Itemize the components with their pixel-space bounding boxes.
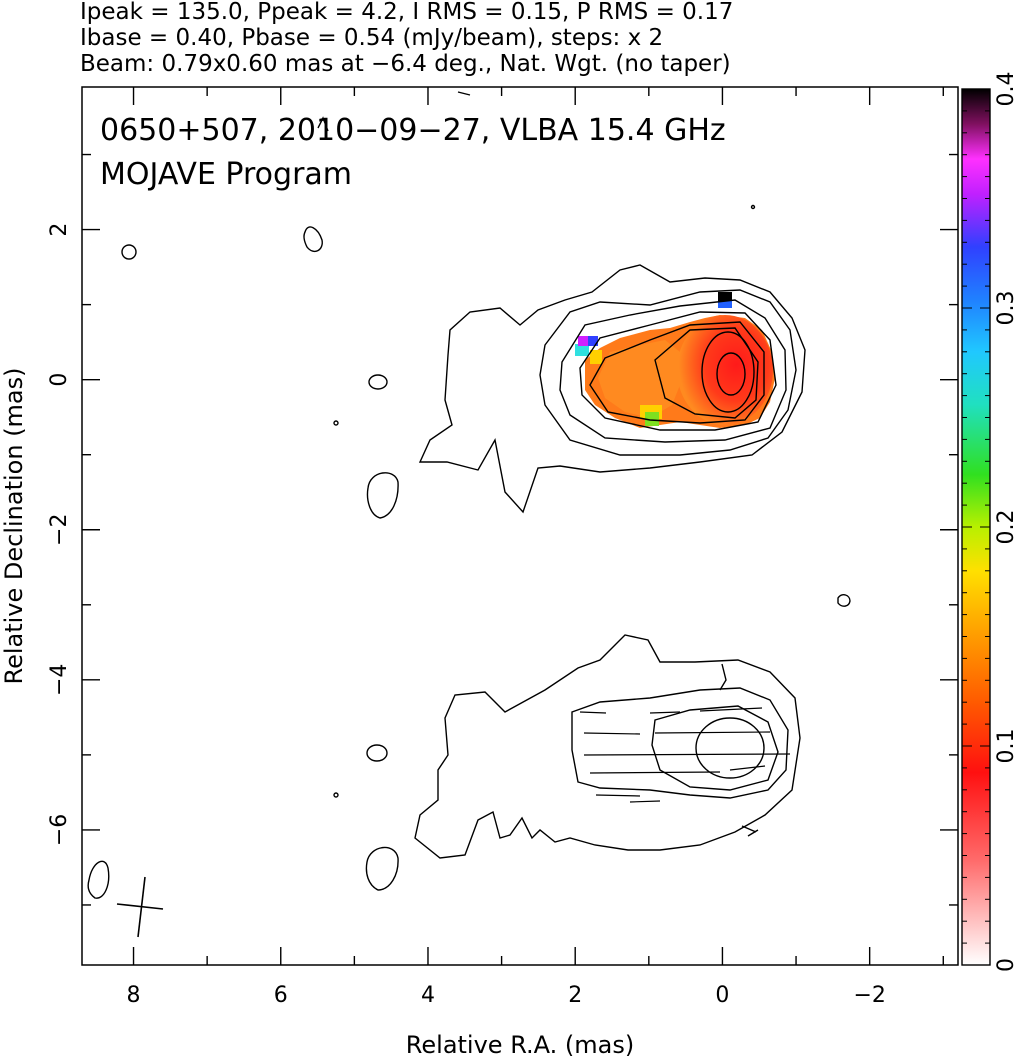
x-tick-label: 2 <box>568 983 582 1008</box>
x-axis-ticks: 8 6 4 2 0 −2 <box>127 87 944 1008</box>
colorbar-tick-label: 0 <box>994 958 1019 972</box>
y-axis-ticks: 2 0 −2 −4 −6 <box>47 153 958 906</box>
y-tick-label: −6 <box>47 814 72 846</box>
y-tick-label: −4 <box>47 664 72 696</box>
contours-bottom <box>87 634 801 899</box>
y-tick-label: 2 <box>47 223 72 237</box>
colorbar-ticks: 0 0.1 0.2 0.3 0.4 <box>962 72 1019 972</box>
x-tick-label: 4 <box>421 983 435 1008</box>
contours-top <box>121 91 851 607</box>
x-tick-label: −2 <box>853 983 885 1008</box>
y-tick-label: 0 <box>47 373 72 387</box>
x-axis-label: Relative R.A. (mas) <box>406 1031 634 1059</box>
polarization-vectors <box>579 707 791 803</box>
x-tick-label: 6 <box>274 983 288 1008</box>
header-line-1: Ipeak = 135.0, Ppeak = 4.2, I RMS = 0.15… <box>80 0 734 25</box>
header-line-3: Beam: 0.79x0.60 mas at −6.4 deg., Nat. W… <box>80 51 731 77</box>
chart-subtitle: MOJAVE Program <box>100 157 352 192</box>
y-axis-label: Relative Declination (mas) <box>0 367 28 684</box>
chart-title: 0650+507, 2010−09−27, VLBA 15.4 GHz <box>100 113 726 148</box>
y-tick-label: −2 <box>47 514 72 546</box>
header-line-2: Ibase = 0.40, Pbase = 0.54 (mJy/beam), s… <box>80 25 664 51</box>
plot-frame <box>81 86 959 966</box>
colorbar-tick-label: 0.4 <box>994 72 1019 107</box>
colorbar-tick-label: 0.2 <box>994 510 1019 545</box>
beam-cross <box>116 876 164 938</box>
polarization-map <box>575 292 775 428</box>
x-tick-label: 0 <box>715 983 729 1008</box>
colorbar-tick-label: 0.3 <box>994 291 1019 326</box>
x-tick-label: 8 <box>127 983 141 1008</box>
colorbar-tick-label: 0.1 <box>994 729 1019 764</box>
